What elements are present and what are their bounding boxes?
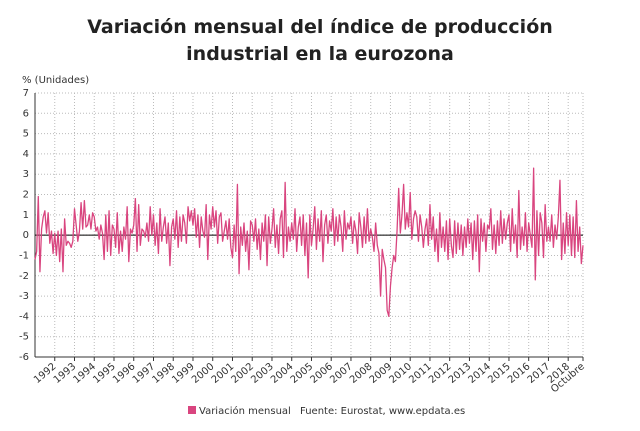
y-tick-label: 1 (23, 210, 29, 221)
y-tick-label: -3 (19, 291, 29, 302)
y-tick-label: -6 (19, 352, 29, 363)
y-tick-label: 2 (23, 190, 29, 201)
y-tick-label: -5 (19, 332, 29, 343)
y-tick-label: 5 (23, 129, 29, 140)
y-tick-label: 0 (23, 230, 29, 241)
chart-title: Variación mensual del índice de producci… (87, 16, 553, 65)
y-tick-label: -1 (19, 250, 29, 261)
data-line (34, 167, 584, 318)
y-tick-label: 4 (23, 149, 29, 160)
y-tick-label: -2 (19, 271, 29, 282)
legend-swatch (188, 406, 196, 414)
source: Fuente: Eurostat, www.epdata.es (300, 406, 465, 417)
legend-label: Variación mensual (199, 405, 291, 417)
y-tick-label: 6 (23, 108, 29, 119)
y-axis-title: % (Unidades) (22, 75, 89, 86)
y-tick-label: 3 (23, 169, 29, 180)
y-tick-label: -4 (19, 311, 29, 322)
y-tick-label: 7 (23, 88, 29, 99)
